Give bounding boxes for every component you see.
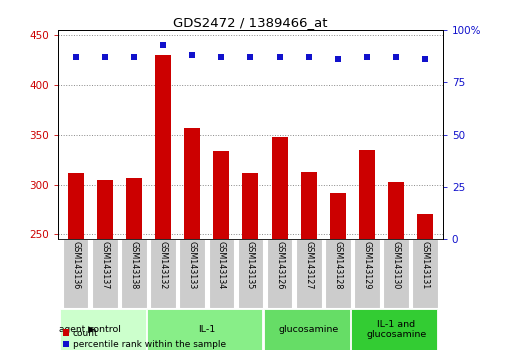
Text: glucosamine: glucosamine [278,325,338,334]
Title: GDS2472 / 1389466_at: GDS2472 / 1389466_at [173,16,327,29]
Text: GSM143136: GSM143136 [71,241,80,290]
Bar [263,309,349,350]
Text: GSM143130: GSM143130 [391,241,400,290]
Text: IL-1: IL-1 [198,325,215,334]
Text: GSM143129: GSM143129 [362,241,371,290]
Point [159,42,167,47]
Bar [383,239,408,308]
Bar [417,215,432,239]
Text: GSM143128: GSM143128 [333,241,342,290]
Text: GSM143127: GSM143127 [304,241,313,290]
Text: GSM143126: GSM143126 [275,241,283,290]
Point [130,55,138,60]
Text: GSM143134: GSM143134 [217,241,225,290]
Text: GSM143131: GSM143131 [420,241,429,290]
Bar [242,172,258,239]
Bar [96,179,113,239]
Point [188,52,196,58]
Bar [60,309,145,350]
Point [100,55,109,60]
Text: agent ▶: agent ▶ [59,325,94,334]
Text: control: control [88,325,121,334]
Point [362,55,370,60]
Bar [329,194,345,239]
Bar [184,128,200,239]
Text: IL-1 and
glucosamine: IL-1 and glucosamine [365,320,425,339]
Point [420,57,428,62]
Point [217,55,225,60]
Point [72,55,80,60]
Bar [300,172,316,239]
Text: GSM143138: GSM143138 [129,241,138,290]
Bar [237,239,263,308]
Bar [155,55,171,239]
Bar [266,239,292,308]
Bar [358,150,374,239]
Bar [387,182,403,239]
Bar [324,239,350,308]
Point [304,55,312,60]
Point [246,55,254,60]
Bar [63,239,88,308]
Bar [150,239,176,308]
Bar [68,172,83,239]
Bar [354,239,379,308]
Text: GSM143133: GSM143133 [187,241,196,290]
Bar [92,239,117,308]
Bar [121,239,146,308]
Bar [271,137,287,239]
Text: GSM143135: GSM143135 [245,241,255,290]
Bar [208,239,234,308]
Text: GSM143132: GSM143132 [158,241,167,290]
Point [333,57,341,62]
Bar [126,178,142,239]
Bar [295,239,321,308]
Bar [179,239,205,308]
Point [275,55,283,60]
Bar [147,309,262,350]
Legend: count, percentile rank within the sample: count, percentile rank within the sample [63,329,225,349]
Bar [350,309,436,350]
Point [391,55,399,60]
Text: GSM143137: GSM143137 [100,241,109,290]
Bar [213,151,229,239]
Bar [412,239,437,308]
